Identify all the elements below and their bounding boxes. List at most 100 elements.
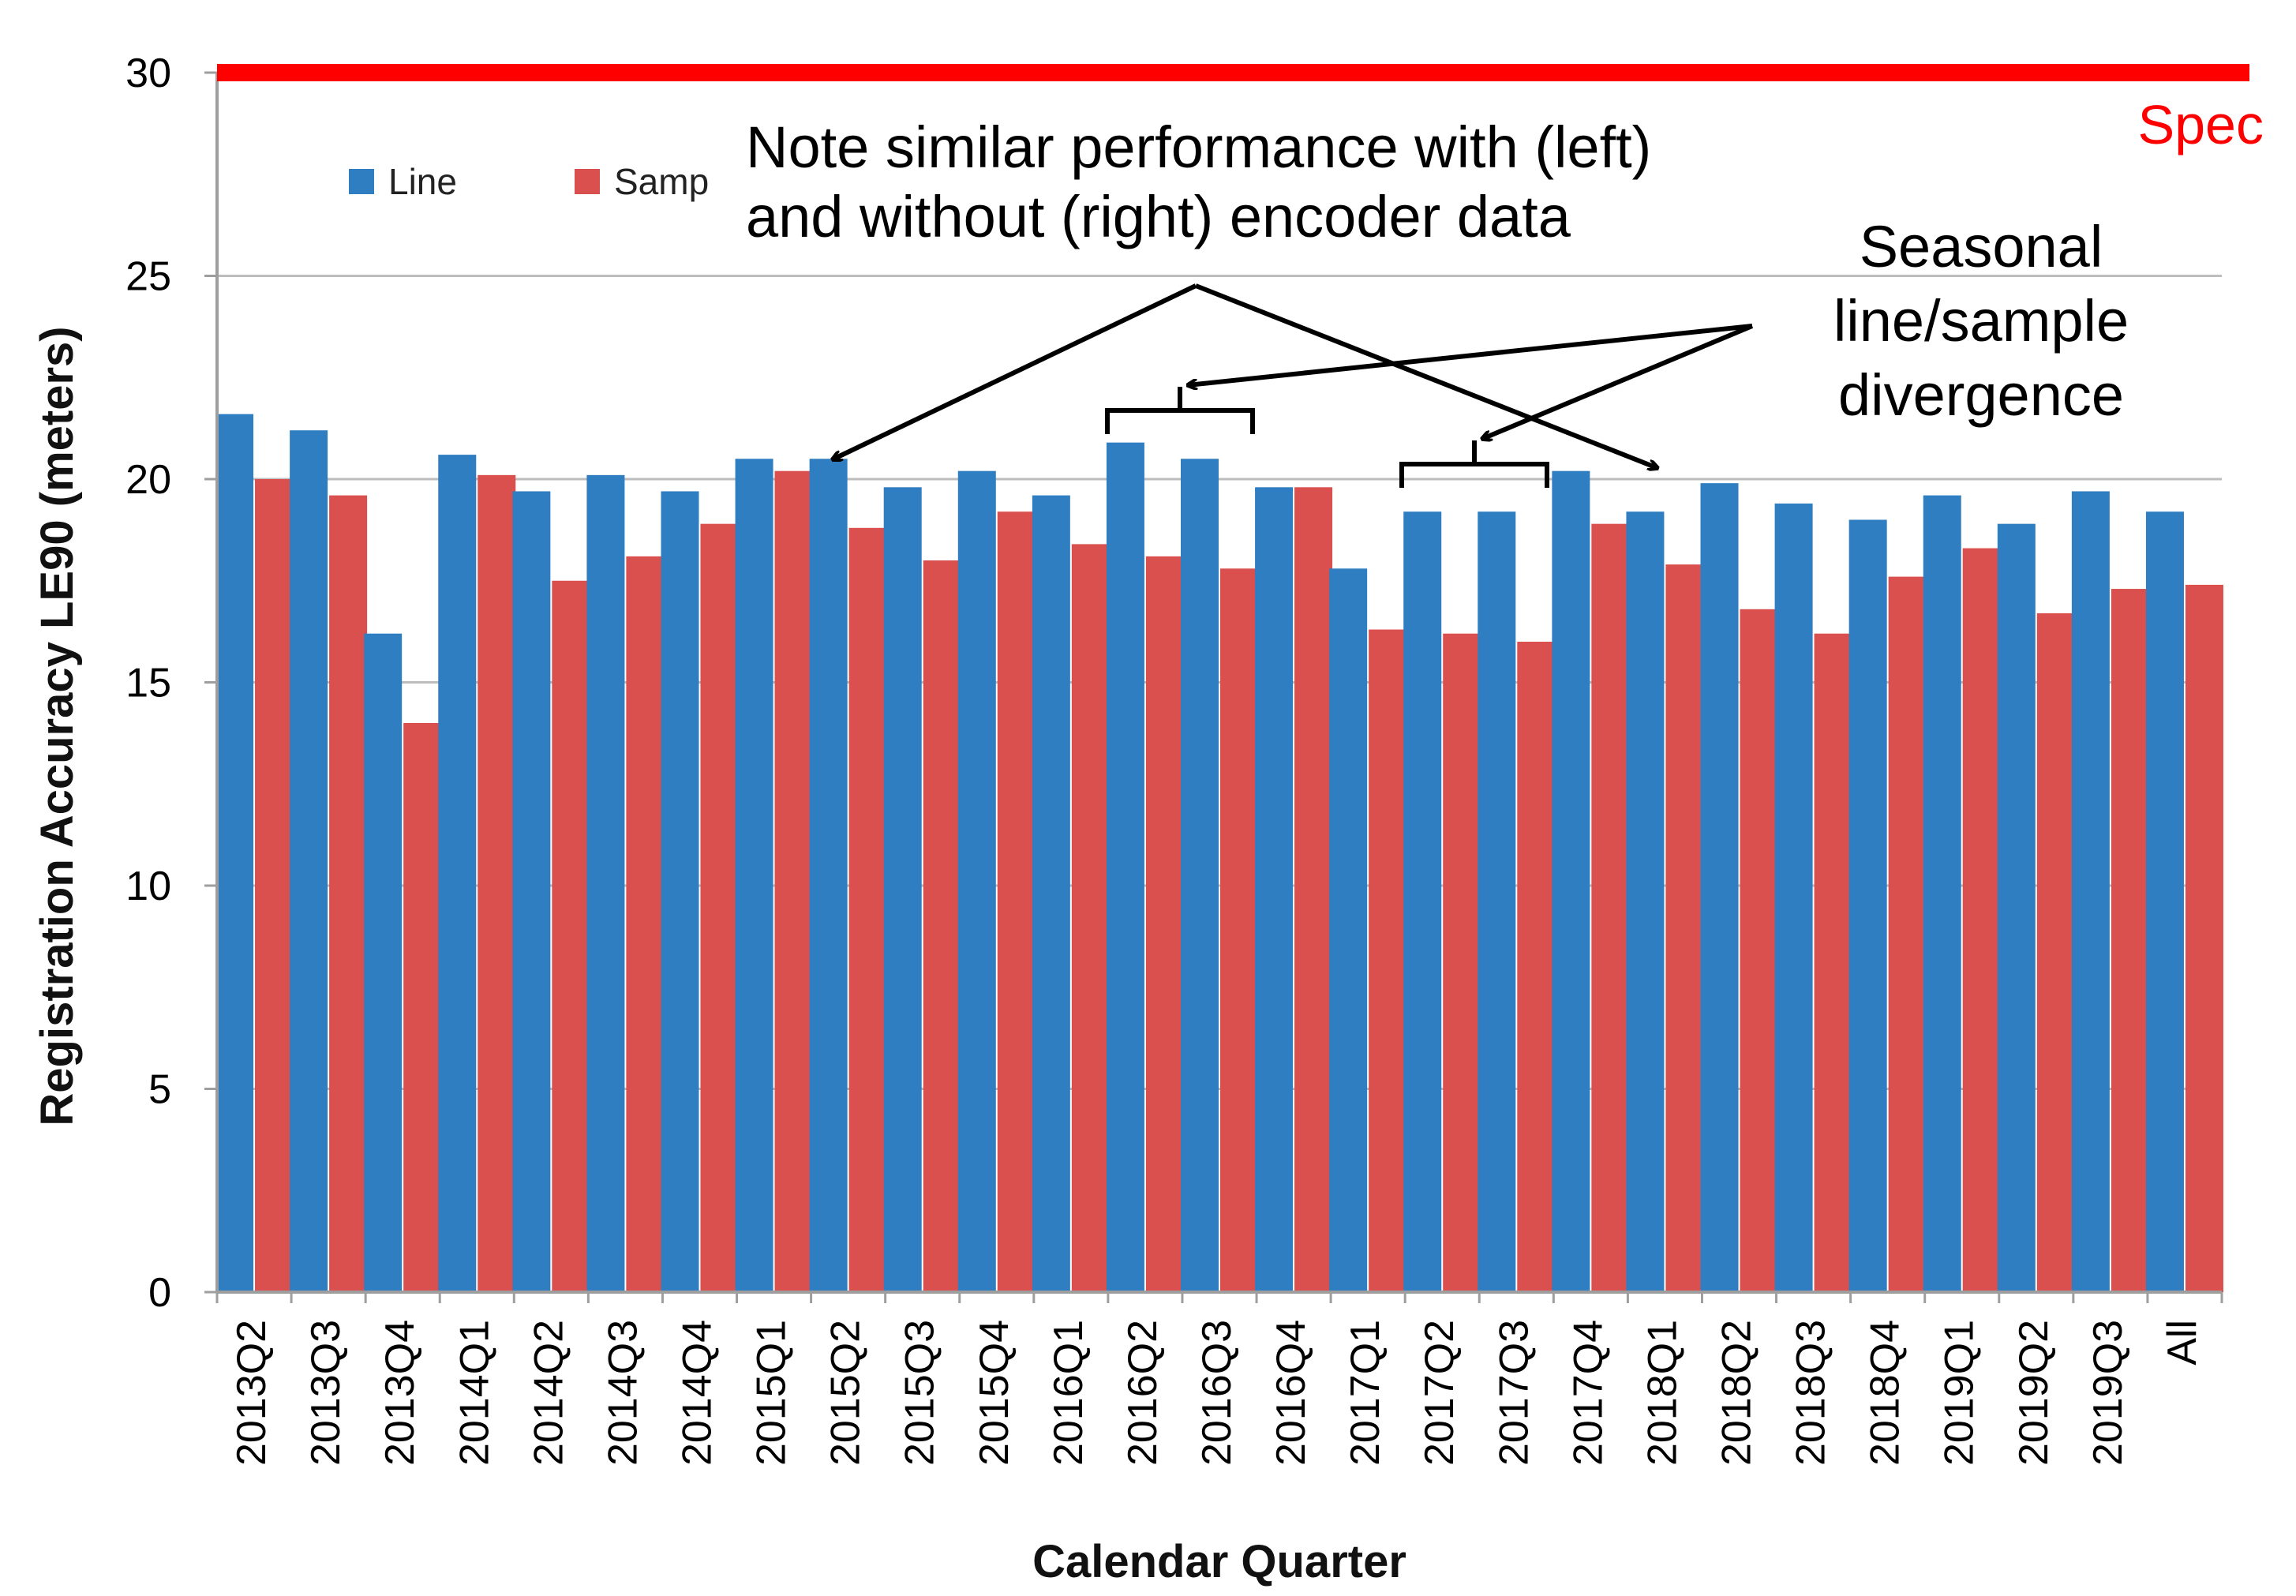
bar-samp-2013q2 <box>255 479 294 1292</box>
y-tick-label: 5 <box>148 1067 171 1113</box>
bar-samp-2016q3 <box>1220 568 1258 1292</box>
bar-line-2014q3 <box>586 474 625 1292</box>
bar-line-2015q3 <box>883 487 922 1292</box>
annotations: Note similar performance with (left)and … <box>746 114 2129 488</box>
bar-line-2018q3 <box>1774 503 1813 1292</box>
legend-swatch-line <box>349 169 374 194</box>
bar-samp-2018q2 <box>1740 609 1778 1292</box>
divergence-bracket <box>1399 440 1549 488</box>
bar-line-2016q3 <box>1181 459 1219 1292</box>
y-tick-label: 15 <box>125 661 171 706</box>
bar-line-2016q1 <box>1032 495 1070 1292</box>
bar-line-2013q3 <box>290 430 328 1293</box>
bar-line-2015q4 <box>957 470 996 1293</box>
x-tick-label: 2017Q3 <box>1491 1320 1537 1466</box>
x-tick-label: 2014Q2 <box>526 1320 571 1466</box>
x-tick-label: 2017Q4 <box>1565 1320 1611 1466</box>
bar-line-2015q1 <box>735 459 773 1292</box>
bar-samp-2013q3 <box>329 495 368 1292</box>
bar-line-2018q4 <box>1848 519 1887 1292</box>
bar-samp-2014q3 <box>626 556 665 1292</box>
legend: Line Samp <box>349 161 709 202</box>
y-tick-label: 25 <box>125 254 171 300</box>
legend-swatch-samp <box>575 169 600 194</box>
bar-samp-2016q1 <box>1071 544 1110 1292</box>
annotation-seasonal-text: Seasonal <box>1860 214 2103 279</box>
y-tick-label: 0 <box>148 1270 171 1316</box>
bar-line-2017q1 <box>1329 568 1368 1292</box>
x-tick-label: 2013Q3 <box>303 1320 349 1466</box>
x-tick-label: 2015Q4 <box>972 1320 1017 1466</box>
bar-line-all <box>2145 511 2184 1292</box>
bar-samp-2015q2 <box>848 527 887 1292</box>
x-tick-label: 2015Q1 <box>749 1320 795 1466</box>
x-tick-label: 2017Q2 <box>1417 1320 1463 1466</box>
x-tick-label: 2018Q4 <box>1863 1320 1908 1466</box>
bar-samp-2014q2 <box>552 580 590 1292</box>
bar-samp-2015q4 <box>997 511 1036 1292</box>
bar-samp-2017q2 <box>1443 633 1481 1292</box>
bar-samp-2016q4 <box>1294 487 1333 1292</box>
x-tick-label: 2014Q1 <box>451 1320 497 1466</box>
bar-line-2015q2 <box>809 459 848 1292</box>
bar-samp-2017q3 <box>1517 642 1556 1292</box>
bar-line-2018q1 <box>1626 511 1665 1292</box>
x-tick-label: 2015Q2 <box>823 1320 869 1466</box>
annotation-arrow <box>833 283 1197 459</box>
x-tick-label: 2019Q1 <box>1937 1320 1983 1466</box>
bar-samp-2017q1 <box>1369 629 1407 1292</box>
x-tick-label: 2018Q2 <box>1714 1320 1760 1466</box>
x-tick-label: 2019Q2 <box>2011 1320 2057 1466</box>
bar-line-2019q3 <box>2071 491 2110 1292</box>
bar-samp-2018q3 <box>1814 633 1852 1292</box>
y-tick-label: 30 <box>125 51 171 96</box>
axes: Spec <box>204 64 2264 1303</box>
x-tick-label: 2019Q3 <box>2085 1320 2131 1466</box>
bar-line-2014q1 <box>438 455 477 1292</box>
bar-samp-2018q4 <box>1888 576 1927 1292</box>
y-axis-title: Registration Accuracy LE90 (meters) <box>32 326 83 1126</box>
bar-line-2013q4 <box>364 633 403 1292</box>
annotation-arrow <box>1188 324 1753 385</box>
bar-samp-2015q3 <box>923 560 961 1292</box>
bar-samp-2014q1 <box>478 474 516 1292</box>
bar-samp-2019q2 <box>2036 613 2075 1292</box>
annotation-seasonal-text: line/sample <box>1833 288 2129 354</box>
x-tick-label: All <box>2159 1320 2205 1366</box>
spec-label: Spec <box>2137 94 2264 155</box>
annotation-encoder-text: Note similar performance with (left) <box>746 114 1651 180</box>
x-tick-label: 2018Q3 <box>1788 1320 1834 1466</box>
bar-line-2016q4 <box>1255 487 1294 1292</box>
annotation-arrow <box>1194 283 1657 468</box>
x-tick-label: 2017Q1 <box>1343 1320 1388 1466</box>
bar-line-2013q2 <box>215 414 254 1292</box>
bar-line-2016q2 <box>1106 442 1144 1292</box>
bar-line-2014q2 <box>512 491 551 1292</box>
bar-samp-2017q4 <box>1591 523 1630 1292</box>
x-tick-label: 2014Q4 <box>674 1320 720 1466</box>
bar-samp-2015q1 <box>774 470 813 1293</box>
gridlines <box>217 275 2222 1090</box>
legend-label-line: Line <box>388 161 457 202</box>
y-tick-labels: 0 5 10 15 20 25 30 <box>125 51 171 1316</box>
annotation-encoder-text: and without (right) encoder data <box>746 184 1571 249</box>
bar-line-2014q4 <box>661 491 699 1292</box>
x-tick-label: 2018Q1 <box>1639 1320 1685 1466</box>
bar-line-2018q2 <box>1700 483 1739 1292</box>
bar-line-2017q3 <box>1478 511 1516 1292</box>
bar-line-2019q2 <box>1997 523 2036 1292</box>
bar-line-2017q4 <box>1552 470 1590 1293</box>
bars <box>215 414 2223 1293</box>
x-tick-label: 2013Q2 <box>229 1320 275 1466</box>
bar-samp-2018q1 <box>1665 564 1704 1292</box>
bar-samp-2014q4 <box>700 523 739 1292</box>
x-tick-labels: 2013Q2 2013Q3 2013Q4 2014Q1 2014Q2 2014Q3 2014… <box>229 1320 2205 1466</box>
annotation-seasonal-text: divergence <box>1838 362 2124 428</box>
x-tick-label: 2014Q3 <box>600 1320 646 1466</box>
bar-line-2019q1 <box>1923 495 1961 1292</box>
bar-samp-all <box>2185 584 2223 1292</box>
x-axis-title: Calendar Quarter <box>1032 1536 1406 1587</box>
x-tick-label: 2015Q3 <box>897 1320 943 1466</box>
bar-samp-2013q4 <box>403 723 442 1292</box>
x-tick-label: 2016Q4 <box>1268 1320 1314 1466</box>
